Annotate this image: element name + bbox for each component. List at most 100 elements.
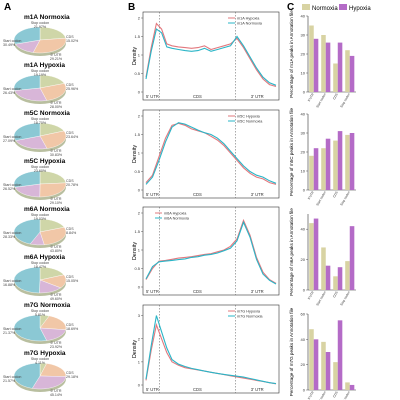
y-tick-label: 1 [138,248,141,253]
panel-letter-a: A [4,2,11,13]
bar-1 [313,148,319,190]
density-frame [142,206,280,296]
bar-1 [349,55,355,92]
series-line-1 [145,315,277,385]
pie-pct-utr5: 23.92% [50,345,63,349]
bar-1 [313,218,319,290]
pie-pct-utr5: 29.10% [50,201,63,205]
region-label: 5' UTR [146,289,159,294]
pie-label-start: Start codon [3,231,21,235]
y-tick-label: 20 [301,150,306,155]
region-label: 3' UTR [251,289,264,294]
legend-swatch-hypoxia [339,4,347,10]
pie-title: m1A Hypoxia [24,62,65,69]
bar-panel-C1: Percentage of m1A peaks in Annotation fi… [289,10,356,109]
pie-pct-stop: 23.60% [34,169,47,173]
pie-label-start: Start codon [3,279,21,283]
density-ylabel: Density [132,145,138,164]
series-line-0 [145,218,277,284]
y-tick-label: 20 [301,52,306,57]
y-tick-label: 0.5 [134,169,140,174]
bar-0 [345,382,350,390]
pie-label-start: Start codon [3,327,21,331]
pie-label-utr5: 5' UTR [50,53,61,57]
pie-pct-start: 26.52% [3,187,16,191]
y-tick-label: 30 [301,131,306,136]
bar-category-label: 5'UTR [307,190,315,200]
bar-panel-C4: Percentage of m7G peaks in Annotation fi… [289,307,356,400]
y-tick-label: 10 [301,71,306,76]
pie-label-cds: CDS [66,275,74,279]
bar-ylabel: Percentage of m7G peaks in Annotation fi… [289,307,294,396]
region-label: 5' UTR [146,192,159,197]
y-tick-label: 0 [138,90,141,95]
legend-label: m7G Normoxia [237,315,263,319]
bar-0 [309,223,314,290]
y-tick-label: 40 [301,227,306,232]
pie-pct-stop: 4.11% [35,361,46,365]
region-label: 3' UTR [251,192,264,197]
bar-1 [313,339,319,390]
density-panel-B1: Density 5' UTR CDS 3' UTR 0 0.5 1 1.5 2 m1A Hypox… [132,11,280,101]
pie-pct-start: 26.43% [3,91,16,95]
y-tick-label: 1 [138,151,141,156]
bar-0 [333,276,338,290]
legend-label-hypoxia: Hypoxia [349,6,371,12]
pie-label-utr5: 5' UTR [50,197,61,201]
region-label: 5' UTR [146,94,159,99]
y-tick-label: 20 [301,257,306,262]
bar-1 [325,138,331,190]
series-line-1 [145,220,277,285]
pie-label-start: Start codon [3,87,21,91]
y-tick-label: 10 [301,169,306,174]
legend-swatch-normoxia [302,4,310,10]
pie-pct-start: 21.57% [3,379,16,383]
y-tick-label: 0 [138,285,141,290]
pie-pct-start: 30.49% [3,43,16,47]
legend-label: m6A Hypoxia [164,212,187,216]
y-tick-label: 30 [301,33,306,38]
y-tick-label: 1.5 [134,34,140,39]
bar-category-label: Stop codon [339,290,351,306]
pie-title: m1A Normoxia [24,14,70,21]
pie-slice [39,170,67,185]
series-line-0 [145,322,277,385]
y-tick-label: 3 [138,313,141,318]
bar-category-label: CDS [332,191,339,199]
region-label: CDS [193,94,202,99]
bar-category-label: CDS [332,291,339,299]
pie-label-cds: CDS [66,371,74,375]
region-label: CDS [193,387,202,392]
pie-label-utr5: 5' UTR [50,245,61,249]
pie-slice [39,26,66,41]
pie-label-start: Start codon [3,183,21,187]
density-frame [142,109,280,199]
y-tick-label: 40 [301,14,306,19]
y-tick-label: 1.5 [134,229,140,234]
bar-panel-C3: Percentage of m6A peaks in Annotation fi… [289,208,356,307]
panel-c-bars: Percentage of m1A peaks in Annotation fi… [289,10,356,400]
density-frame [142,304,280,394]
pie-label-cds: CDS [66,131,74,135]
bar-category-label: Stop codon [339,390,351,400]
pie-pct-stop: 19.19% [34,73,47,77]
pie-slice [13,266,41,294]
pie-pct-start: 16.88% [3,283,16,287]
bar-0 [309,25,314,92]
pie-label-utr5: 5' UTR [50,101,61,105]
series-line-0 [145,122,277,185]
bar-1 [337,42,343,92]
y-tick-label: 40 [301,337,306,342]
pie-pct-cds: 8.84% [66,231,77,235]
density-ylabel: Density [132,47,138,66]
pie-slice [13,314,47,342]
density-panel-B2: Density 5' UTR CDS 3' UTR 0 0.5 1 1.5 2 m5C Hypox… [132,109,280,199]
bar-1 [313,38,319,92]
region-label: CDS [193,192,202,197]
pie-label-stop: Stop codon [31,213,49,217]
pie-slice [39,315,67,330]
pie-label-stop: Stop codon [31,69,49,73]
pie-label-cds: CDS [66,179,74,183]
pie-label-utr5: 5' UTR [50,293,61,297]
